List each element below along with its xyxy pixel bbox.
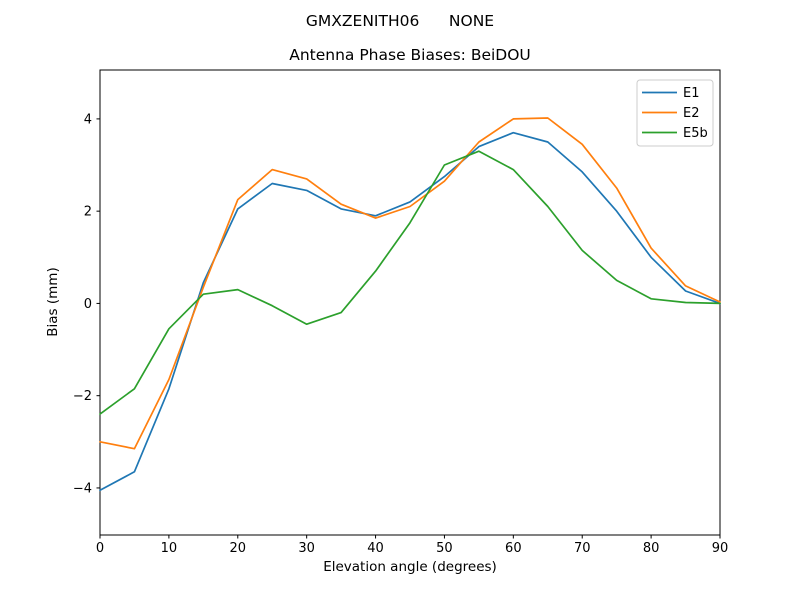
x-tick-label: 90 [712,541,729,556]
x-tick-label: 60 [505,541,522,556]
x-tick-label: 20 [230,541,247,556]
x-tick-label: 40 [367,541,384,556]
x-axis-label: Elevation angle (degrees) [323,559,497,575]
series-line-e5b [99,150,721,415]
series-line-e2 [99,117,721,450]
x-tick-label: 10 [161,541,178,556]
y-tick-label: 2 [84,205,92,220]
y-tick-label: −4 [73,481,92,496]
series-lines [99,117,721,492]
series-line-e1 [99,131,721,492]
x-tick-label: 50 [436,541,453,556]
y-tick-label: 0 [84,297,92,312]
axes-title: Antenna Phase Biases: BeiDOU [289,46,531,64]
x-tick-label: 70 [574,541,591,556]
y-axis-ticks: −4 −2 0 2 4 [73,112,100,496]
y-axis-label: Bias (mm) [45,267,61,336]
y-tick-label: −2 [73,389,92,404]
plot-area-border [99,69,721,536]
legend: E1 E2 E5b [636,79,714,147]
legend-label-e2: E2 [683,106,700,121]
y-tick-label: 4 [84,112,92,127]
x-axis-ticks: 0 10 20 30 40 50 60 70 80 90 [96,535,728,556]
x-tick-label: 0 [96,541,104,556]
figure-title: GMXZENITH06 NONE [306,12,494,30]
legend-label-e1: E1 [683,86,700,101]
legend-label-e5b: E5b [683,126,708,141]
x-tick-label: 30 [298,541,315,556]
x-tick-label: 80 [643,541,660,556]
